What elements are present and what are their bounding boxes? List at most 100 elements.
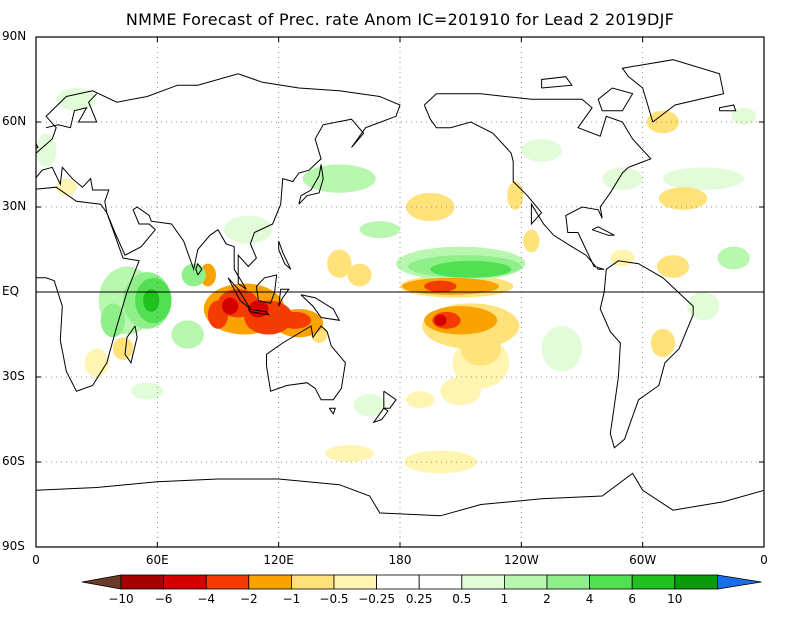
coastline — [298, 164, 324, 205]
colorbar-swatch — [205, 574, 250, 590]
coastline — [266, 325, 346, 401]
anomaly-area — [347, 263, 372, 287]
colorbar-swatch — [333, 574, 377, 590]
anomaly-area — [717, 246, 750, 270]
colorbar-swatch — [461, 574, 505, 590]
anomaly-area — [56, 178, 77, 196]
colorbar-swatch — [163, 574, 207, 590]
anomaly-area — [523, 229, 540, 253]
colorbar-label: 6 — [628, 592, 637, 606]
anomaly-area — [406, 391, 435, 409]
lon-label: 0 — [760, 553, 768, 567]
colorbar-label: 1 — [500, 592, 509, 606]
coastline — [597, 87, 634, 112]
coastline — [124, 325, 138, 364]
coastline — [36, 73, 401, 290]
anomaly-area — [325, 445, 374, 462]
colorbar-arrow-high — [717, 574, 762, 590]
anomaly-area — [687, 292, 720, 321]
lat-label: 60N — [2, 114, 27, 128]
colorbar-label: −2 — [239, 592, 258, 606]
anomaly-area — [181, 263, 206, 287]
colorbar-label: −10 — [108, 592, 134, 606]
colorbar-swatch — [631, 574, 676, 590]
coastline — [278, 288, 290, 307]
anomaly-area — [56, 88, 97, 111]
anomaly-area — [602, 167, 643, 191]
coastline — [45, 93, 98, 129]
anomaly-area — [650, 328, 676, 358]
anomaly-area — [327, 249, 352, 278]
anomaly-area — [353, 394, 386, 417]
coastline — [278, 240, 292, 270]
colorbar-swatch — [120, 574, 164, 590]
anomaly-area — [424, 280, 457, 293]
colorbar-swatch — [248, 574, 292, 590]
anomaly-area — [646, 110, 680, 134]
coastline — [541, 76, 573, 89]
coastline — [423, 93, 652, 270]
anomaly-area — [656, 255, 690, 278]
anomaly-area — [731, 107, 756, 125]
coastline — [328, 407, 337, 415]
lat-label: 90S — [2, 539, 25, 553]
coastline — [621, 59, 725, 123]
colorbar-label: −6 — [154, 592, 173, 606]
coastline — [591, 226, 615, 236]
coastline — [719, 104, 737, 112]
anomaly-area — [658, 187, 708, 210]
lon-label: 60E — [145, 553, 169, 567]
anomaly-area — [434, 314, 447, 327]
anomaly-area — [440, 377, 481, 406]
colorbar-swatch — [589, 574, 633, 590]
colorbar-label: −0.5 — [319, 592, 349, 606]
coastline — [195, 262, 203, 276]
anomaly-area — [359, 221, 400, 239]
colorbar-swatch — [674, 574, 718, 590]
colorbar-swatch — [376, 574, 420, 590]
anomaly-area — [541, 326, 582, 372]
anomaly-area — [248, 300, 269, 318]
coastline — [599, 260, 694, 449]
anomaly-area — [36, 133, 57, 168]
anomaly-area — [406, 192, 455, 222]
lat-label: EQ — [2, 284, 20, 298]
anomaly-area — [507, 181, 524, 210]
colorbar-label: 0.5 — [452, 592, 472, 606]
colorbar-swatch — [418, 574, 463, 590]
anomaly-area — [430, 260, 512, 278]
lon-label: 120W — [503, 553, 539, 567]
anomaly-area — [278, 311, 312, 329]
lon-label: 60W — [629, 553, 657, 567]
coastline — [383, 390, 397, 409]
colorbar-swatch — [290, 574, 335, 590]
lat-label: 30N — [2, 199, 27, 213]
anomaly-area — [84, 348, 109, 378]
colorbar-label: −4 — [197, 592, 216, 606]
anomaly-area — [521, 139, 562, 162]
colorbar-label: 2 — [543, 592, 551, 606]
lat-label: 60S — [2, 454, 25, 468]
colorbar-arrow-low — [81, 574, 122, 590]
colorbar-label: 0.25 — [405, 592, 433, 606]
colorbar-label: 10 — [667, 592, 683, 606]
anomaly-area — [222, 297, 239, 315]
anomaly-area — [302, 164, 376, 193]
colorbar-label: −0.25 — [358, 592, 395, 606]
colorbar-swatch — [546, 574, 590, 590]
anomaly-area — [171, 320, 204, 349]
map-title: NMME Forecast of Prec. rate Anom IC=2019… — [125, 10, 675, 29]
coastline — [300, 294, 341, 321]
anomaly-area — [112, 337, 134, 360]
anomaly-area — [224, 215, 273, 244]
lat-label: 30S — [2, 369, 25, 383]
coastline — [36, 472, 764, 517]
colorbar-label: 4 — [585, 592, 594, 606]
anomaly-area — [131, 382, 164, 400]
lon-label: 0 — [32, 553, 40, 567]
anomaly-area — [143, 289, 160, 312]
colorbar-swatch — [503, 574, 548, 590]
lon-label: 120E — [263, 553, 294, 567]
colorbar-label: −1 — [282, 592, 301, 606]
